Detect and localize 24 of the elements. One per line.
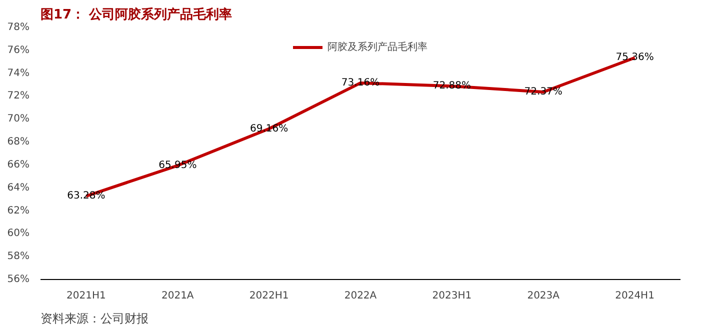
y-tick-label: 76% xyxy=(7,44,30,56)
y-tick-label: 74% xyxy=(7,68,30,79)
y-tick-label: 72% xyxy=(7,90,30,102)
x-tick-label: 2023H1 xyxy=(432,290,472,302)
x-tick-label: 2024H1 xyxy=(615,290,654,302)
y-tick-label: 64% xyxy=(7,182,30,194)
y-tick-label: 62% xyxy=(7,205,30,216)
x-tick-label: 2023A xyxy=(527,290,560,302)
y-tick-label: 60% xyxy=(7,228,30,240)
y-tick-label: 56% xyxy=(7,274,30,285)
x-tick-label: 2021H1 xyxy=(66,290,106,302)
x-tick-label: 2022A xyxy=(344,290,377,302)
y-tick-label: 68% xyxy=(7,136,30,148)
data-label: 63.28% xyxy=(67,190,106,202)
data-label: 75.36% xyxy=(616,52,654,64)
text: 资料来源：公司财报 xyxy=(40,312,148,326)
y-tick-label: 70% xyxy=(7,114,30,125)
x-tick-label: 2022H1 xyxy=(249,290,289,302)
chart-title: 图17： 公司阿胶系列产品毛利率 xyxy=(40,6,232,22)
y-tick-label: 58% xyxy=(7,251,30,262)
legend-label: 阿胶及系列产品毛利率 xyxy=(328,40,428,54)
x-tick-label: 2021A xyxy=(162,290,194,302)
y-tick-label: 78% xyxy=(7,22,30,33)
y-tick-label: 66% xyxy=(7,159,30,170)
